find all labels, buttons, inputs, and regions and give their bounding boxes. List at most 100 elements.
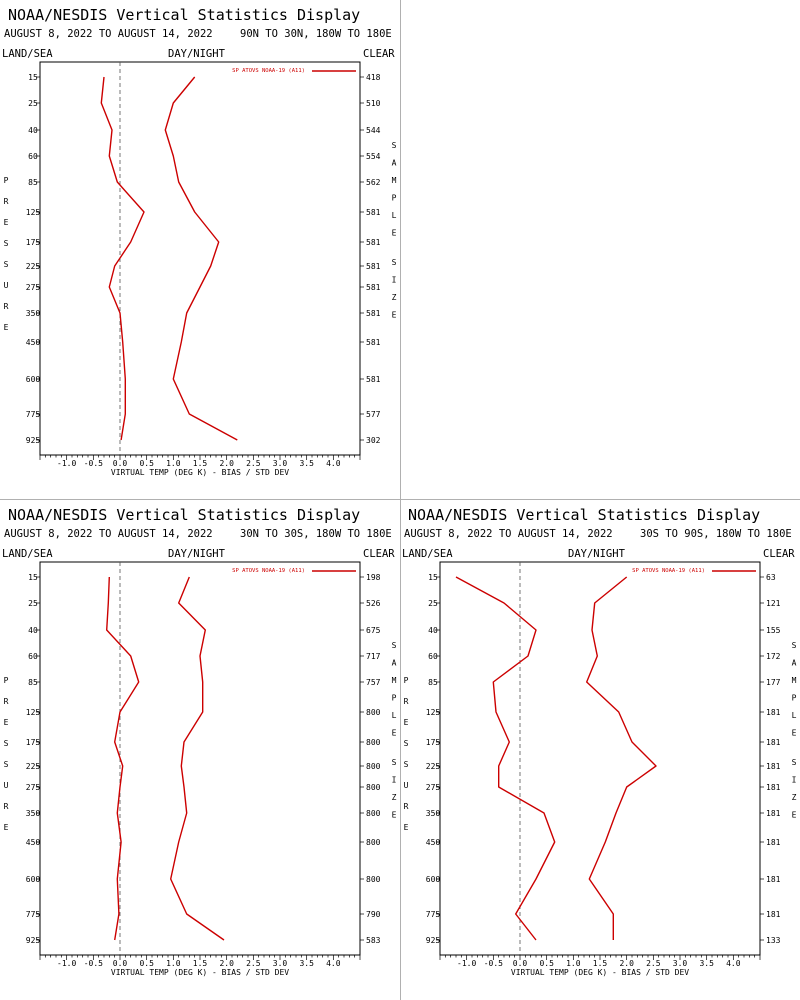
sample-size-label: 675	[366, 626, 381, 635]
pressure-level-label: 15	[28, 73, 38, 82]
pressure-level-label: 25	[28, 599, 38, 608]
x-tick-label: 2.0	[619, 959, 634, 968]
chart-region: 30N TO 30S, 180W TO 180E	[240, 528, 392, 540]
series-line-std-dev	[164, 76, 238, 441]
pressure-level-label: 60	[28, 152, 38, 161]
pressure-level-label: 225	[26, 762, 41, 771]
y-axis-label-letter: E	[4, 218, 9, 227]
y-axis-label-letter: R	[4, 697, 9, 706]
sample-size-label: 121	[766, 599, 781, 608]
corner-label-left: LAND/SEA	[2, 48, 53, 60]
chart-svg: NOAA/NESDIS Vertical Statistics Display A…	[2, 506, 397, 977]
x-tick-label: 0.5	[539, 959, 554, 968]
pressure-level-label: 15	[428, 573, 438, 582]
pressure-level-label: 15	[28, 573, 38, 582]
sample-size-label: 554	[366, 152, 381, 161]
sample-size-label: 581	[366, 338, 381, 347]
series-line-bias	[100, 76, 145, 441]
pressure-level-label: 25	[28, 99, 38, 108]
y-axis-label-letter: R	[4, 302, 9, 311]
y2-axis-label-letter: L	[792, 711, 797, 720]
x-tick-label: 2.5	[246, 459, 261, 468]
sample-size-label: 177	[766, 678, 781, 687]
sample-size-label: 757	[366, 678, 381, 687]
y-axis-label-letter: E	[4, 323, 9, 332]
sample-size-label: 302	[366, 436, 381, 445]
pressure-level-label: 275	[426, 783, 441, 792]
pressure-level-label: 40	[28, 126, 38, 135]
pressure-level-label: 925	[426, 936, 441, 945]
y2-axis-label-letter: S	[392, 141, 397, 150]
x-tick-label: 2.0	[219, 459, 234, 468]
pressure-level-label: 350	[26, 809, 41, 818]
pressure-level-label: 350	[26, 309, 41, 318]
y-axis-label-letter: S	[4, 260, 9, 269]
x-tick-label: 3.5	[699, 959, 714, 968]
pressure-level-label: 60	[28, 652, 38, 661]
y2-axis-label-letter: M	[792, 676, 797, 685]
sample-size-label: 800	[366, 783, 381, 792]
y-axis-label-letter: R	[404, 697, 409, 706]
pressure-level-label: 775	[426, 910, 441, 919]
corner-label-left: LAND/SEA	[402, 548, 453, 560]
y-axis-label-letter: E	[4, 823, 9, 832]
y2-axis-label-letter: Z	[392, 293, 397, 302]
x-tick-label: 3.0	[673, 959, 688, 968]
y2-axis-label-letter: S	[792, 758, 797, 767]
sample-size-label: 583	[366, 936, 381, 945]
legend-label: SP ATOVS NOAA-19 (A11)	[632, 568, 705, 574]
sample-size-label: 181	[766, 762, 781, 771]
x-tick-label: 0.0	[513, 959, 528, 968]
sample-size-label: 181	[766, 910, 781, 919]
corner-label-center: DAY/NIGHT	[568, 548, 626, 560]
x-tick-label: -0.5	[84, 959, 103, 968]
sample-size-label: 155	[766, 626, 781, 635]
y2-axis-label-letter: M	[392, 676, 397, 685]
x-tick-label: 1.0	[566, 959, 581, 968]
sample-size-label: 800	[366, 762, 381, 771]
chart-title: NOAA/NESDIS Vertical Statistics Display	[408, 506, 760, 524]
pressure-level-label: 25	[428, 599, 438, 608]
series-line-std-dev	[169, 576, 225, 941]
y-axis-label-letter: S	[4, 239, 9, 248]
x-tick-label: -0.5	[484, 959, 503, 968]
y-axis-label-letter: R	[404, 802, 409, 811]
sample-size-label: 800	[366, 875, 381, 884]
panel-divider-vertical	[400, 0, 401, 1000]
x-tick-label: 2.0	[219, 959, 234, 968]
chart-date-range: AUGUST 8, 2022 TO AUGUST 14, 2022	[4, 28, 213, 40]
legend-label: SP ATOVS NOAA-19 (A11)	[232, 68, 305, 74]
series-line-std-dev	[585, 576, 657, 940]
y2-axis-label-letter: Z	[392, 793, 397, 802]
sample-size-label: 181	[766, 708, 781, 717]
pressure-level-label: 40	[28, 626, 38, 635]
y2-axis-label-letter: P	[392, 694, 397, 703]
chart-title: NOAA/NESDIS Vertical Statistics Display	[8, 506, 360, 524]
y-axis-label-letter: S	[4, 760, 9, 769]
y2-axis-label-letter: I	[392, 276, 397, 285]
sample-size-label: 418	[366, 73, 381, 82]
sample-size-label: 133	[766, 936, 781, 945]
x-tick-label: 3.5	[299, 459, 314, 468]
corner-label-center: DAY/NIGHT	[168, 48, 226, 60]
sample-size-label: 581	[366, 208, 381, 217]
y2-axis-label-letter: I	[392, 776, 397, 785]
x-tick-label: 1.0	[166, 459, 181, 468]
chart-panel-south: NOAA/NESDIS Vertical Statistics Display A…	[400, 500, 800, 1000]
y-axis-label-letter: E	[4, 718, 9, 727]
y-axis-label-letter: E	[404, 823, 409, 832]
pressure-level-label: 125	[426, 708, 441, 717]
sample-size-label: 181	[766, 838, 781, 847]
pressure-level-label: 85	[28, 178, 38, 187]
chart-svg: NOAA/NESDIS Vertical Statistics Display A…	[402, 506, 797, 977]
sample-size-label: 63	[766, 573, 776, 582]
x-tick-label: 1.0	[166, 959, 181, 968]
sample-size-label: 581	[366, 309, 381, 318]
y-axis-label-letter: E	[404, 718, 409, 727]
x-tick-label: -0.5	[84, 459, 103, 468]
pressure-level-label: 85	[28, 678, 38, 687]
y-axis-label-letter: R	[4, 197, 9, 206]
pressure-level-label: 925	[26, 936, 41, 945]
sample-size-label: 526	[366, 599, 381, 608]
y-axis-label-letter: U	[404, 781, 409, 790]
